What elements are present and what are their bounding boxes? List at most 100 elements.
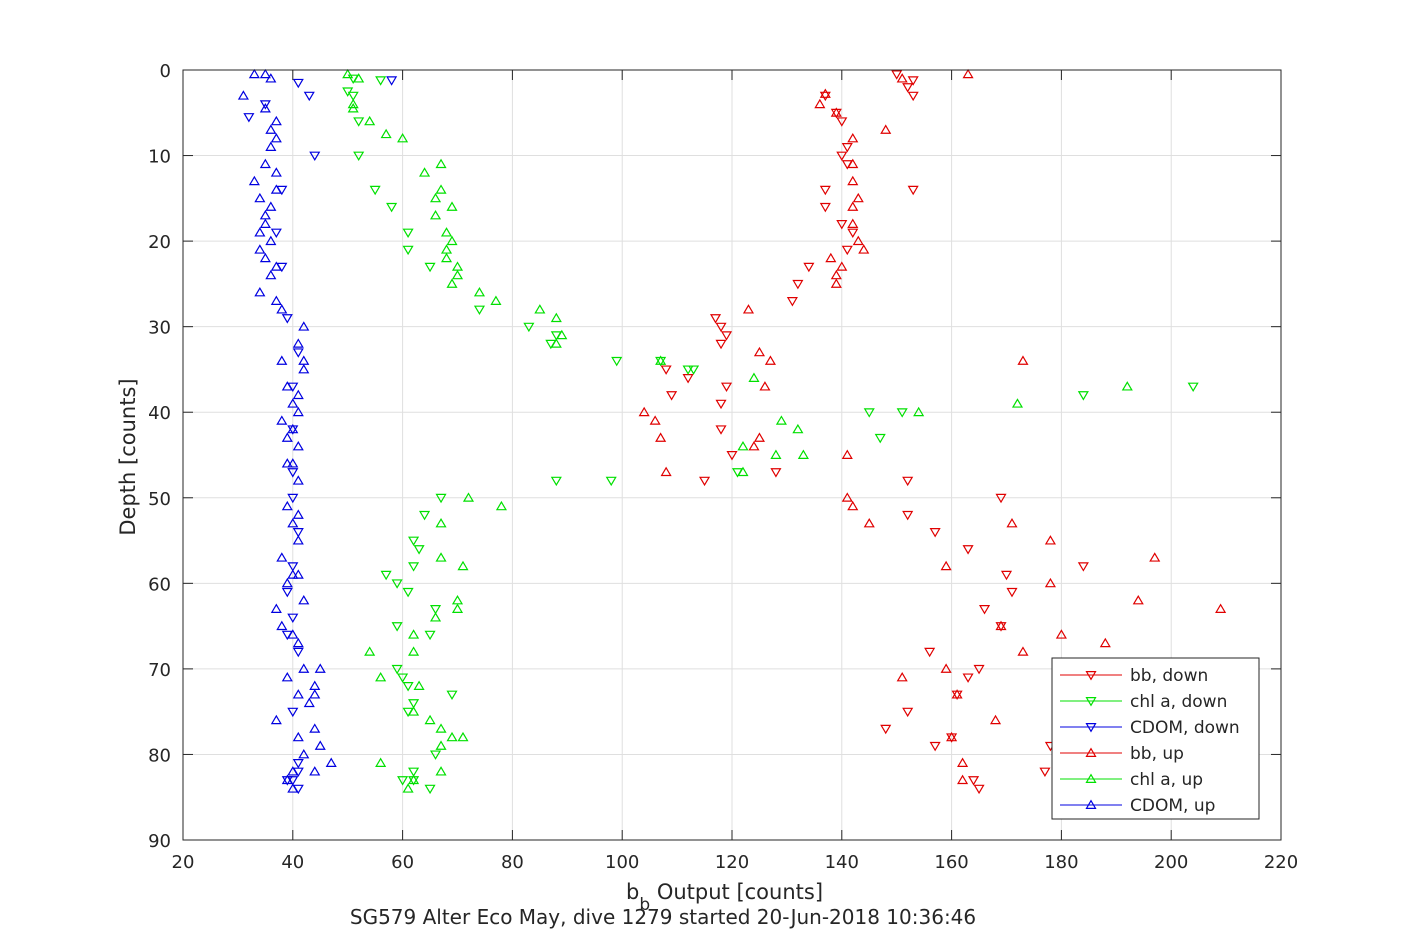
data-point bbox=[989, 714, 1002, 725]
data-point bbox=[429, 612, 442, 622]
data-point bbox=[440, 252, 453, 263]
data-point bbox=[270, 228, 282, 239]
legend: bb, down chl a, down CDOM, down bb, up chl a… bbox=[1051, 657, 1260, 820]
y-tick-label: 0 bbox=[160, 61, 171, 82]
data-point bbox=[841, 143, 853, 153]
data-point bbox=[995, 620, 1007, 631]
data-point bbox=[863, 517, 875, 528]
data-point bbox=[265, 201, 277, 211]
data-point bbox=[446, 235, 458, 246]
x-axis-label: bb Output [counts] bbox=[626, 880, 823, 915]
data-point bbox=[270, 184, 282, 194]
data-point bbox=[699, 476, 711, 487]
data-point bbox=[907, 91, 919, 102]
data-point bbox=[556, 329, 568, 340]
series-bb-down bbox=[660, 70, 1089, 795]
data-point bbox=[473, 305, 486, 316]
data-point bbox=[287, 468, 299, 478]
data-point bbox=[1039, 767, 1051, 778]
data-point bbox=[353, 117, 365, 127]
data-point bbox=[292, 569, 304, 579]
data-point bbox=[825, 252, 837, 263]
data-point bbox=[847, 132, 859, 143]
data-point bbox=[298, 363, 310, 374]
legend-item: bb, down bbox=[1060, 666, 1208, 686]
data-point bbox=[940, 663, 952, 673]
data-point bbox=[1187, 382, 1199, 393]
data-point bbox=[1006, 517, 1018, 528]
series-chl-a-down bbox=[342, 74, 1199, 795]
data-point bbox=[764, 355, 776, 365]
data-point bbox=[281, 577, 293, 588]
data-point bbox=[309, 723, 321, 733]
data-point bbox=[446, 731, 458, 742]
data-point bbox=[292, 528, 304, 538]
data-point bbox=[797, 449, 809, 459]
data-point bbox=[655, 355, 667, 365]
data-point bbox=[413, 545, 425, 555]
data-point bbox=[314, 663, 326, 673]
x-tick-label: 20 bbox=[172, 852, 195, 873]
data-point bbox=[325, 757, 337, 767]
legend-item: chl a, up bbox=[1060, 770, 1203, 790]
data-point bbox=[281, 314, 293, 324]
data-point bbox=[924, 647, 936, 658]
data-point bbox=[847, 201, 859, 211]
data-point bbox=[309, 151, 321, 162]
x-axis-label-rest: Output [counts] bbox=[650, 880, 823, 904]
data-point bbox=[435, 517, 447, 528]
data-point bbox=[847, 175, 859, 186]
data-point bbox=[265, 73, 277, 83]
legend-marker bbox=[1085, 747, 1097, 757]
data-point bbox=[292, 78, 304, 89]
data-point bbox=[281, 671, 293, 682]
legend-marker bbox=[1085, 723, 1097, 733]
data-point bbox=[666, 391, 678, 401]
data-point bbox=[292, 759, 304, 769]
data-point bbox=[715, 399, 727, 410]
data-point bbox=[803, 262, 815, 273]
data-point bbox=[759, 381, 771, 391]
legend-label: chl a, up bbox=[1130, 770, 1203, 790]
data-point bbox=[1121, 381, 1133, 391]
data-point bbox=[649, 415, 661, 425]
data-point bbox=[847, 228, 859, 239]
x-axis-label-b: b bbox=[626, 880, 639, 904]
data-point bbox=[550, 312, 562, 323]
data-point bbox=[550, 338, 562, 348]
data-point bbox=[440, 227, 453, 237]
data-point bbox=[896, 73, 908, 83]
data-point bbox=[292, 406, 304, 417]
data-point bbox=[408, 767, 420, 778]
data-point bbox=[237, 90, 249, 100]
data-point bbox=[391, 664, 403, 675]
data-point bbox=[292, 731, 304, 742]
data-point bbox=[281, 458, 293, 468]
data-point bbox=[446, 690, 458, 701]
data-point bbox=[314, 740, 326, 750]
legend-marker bbox=[1085, 799, 1097, 809]
data-point bbox=[270, 132, 282, 143]
data-point bbox=[852, 192, 864, 203]
data-point bbox=[408, 706, 420, 716]
data-point bbox=[270, 167, 282, 177]
legend-label: chl a, down bbox=[1130, 692, 1227, 712]
data-point bbox=[380, 570, 392, 581]
data-point bbox=[435, 723, 447, 733]
data-point bbox=[375, 671, 387, 682]
data-point bbox=[1077, 562, 1089, 572]
data-point bbox=[446, 278, 458, 288]
data-point bbox=[435, 740, 447, 750]
data-point bbox=[1149, 552, 1161, 562]
data-point bbox=[353, 151, 365, 162]
data-point bbox=[451, 603, 464, 613]
data-point bbox=[847, 158, 859, 169]
data-point bbox=[259, 100, 271, 110]
y-tick-label: 80 bbox=[148, 745, 171, 766]
data-point bbox=[836, 151, 848, 162]
x-tick-label: 60 bbox=[391, 852, 414, 873]
data-point bbox=[270, 115, 282, 126]
data-point bbox=[841, 449, 853, 459]
data-point bbox=[473, 286, 486, 297]
data-point bbox=[298, 321, 310, 331]
